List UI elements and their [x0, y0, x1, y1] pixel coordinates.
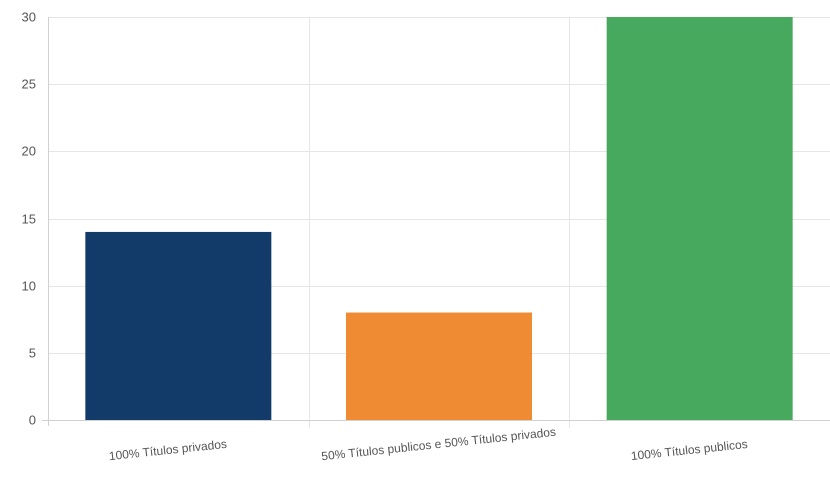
x-tick-label: 100% Títulos privados	[108, 437, 227, 463]
y-tick-label: 20	[22, 144, 36, 159]
y-axis-ticks: 0 5 10 15 20 25 30	[22, 10, 36, 428]
bars	[85, 17, 793, 420]
y-tick-label: 15	[22, 212, 36, 227]
x-tick-label: 50% Títulos publicos e 50% Títulos priva…	[321, 425, 557, 464]
y-tick-label: 30	[22, 10, 36, 25]
axes	[42, 17, 830, 426]
y-tick-label: 5	[29, 346, 36, 361]
x-tick-label: 100% Títulos publicos	[630, 437, 748, 463]
bar-3	[606, 17, 793, 420]
x-axis-ticks: 100% Títulos privados 50% Títulos publico…	[108, 425, 748, 464]
y-tick-label: 10	[22, 279, 36, 294]
bar-1	[85, 231, 272, 420]
y-tick-label: 0	[29, 413, 36, 428]
bar-2	[346, 312, 532, 420]
y-tick-label: 25	[22, 77, 36, 92]
